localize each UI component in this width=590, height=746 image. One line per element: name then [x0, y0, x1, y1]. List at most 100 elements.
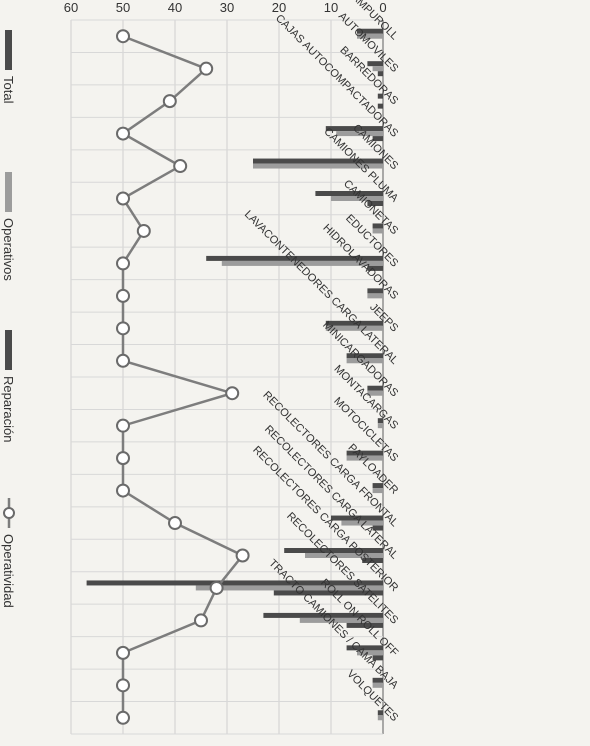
operatividad-point	[194, 613, 208, 628]
bar-operativos	[357, 650, 383, 656]
operatividad-series-line	[120, 35, 245, 718]
bar-operativos	[336, 131, 383, 137]
operatividad-point	[116, 645, 130, 660]
operatividad-line	[116, 29, 250, 725]
bar-total	[325, 320, 383, 326]
bar-operativos	[331, 196, 383, 201]
bar-operativos	[357, 33, 383, 39]
operatividad-point	[199, 61, 214, 76]
operatividad-point	[116, 29, 130, 44]
operatividad-point	[116, 483, 130, 498]
operatividad-point	[116, 126, 130, 141]
bar-operativos	[195, 585, 383, 591]
bar-operativos	[367, 293, 383, 299]
bar-total	[284, 548, 383, 553]
bar-total	[377, 418, 383, 424]
operatividad-point	[136, 223, 151, 238]
legend-reparacion-swatch	[5, 330, 12, 370]
y-tick-label: 0	[379, 0, 386, 15]
bar-operativos	[377, 715, 383, 721]
bar-operativos	[367, 390, 383, 396]
bar-total	[372, 483, 383, 489]
y-tick-label: 20	[272, 0, 286, 15]
bar-total	[86, 580, 383, 586]
bar-total	[367, 385, 383, 391]
bar-total	[346, 645, 383, 651]
operatividad-point	[162, 94, 177, 109]
bar-total	[367, 288, 383, 294]
bar-reparacion	[367, 265, 383, 271]
operatividad-point	[116, 678, 130, 693]
operatividad-point	[116, 418, 130, 433]
bar-total	[346, 353, 383, 359]
bar-operativos	[346, 358, 383, 364]
bar-reparacion	[372, 525, 383, 531]
operatividad-point	[235, 548, 250, 563]
legend-operatividad-label: Operatividad	[1, 534, 16, 608]
bar-reparacion	[362, 558, 383, 563]
operatividad-point	[116, 451, 130, 466]
bar-operativos	[325, 325, 383, 331]
bar-total	[377, 710, 383, 716]
bar-operativos	[299, 617, 383, 623]
bar-reparacion	[377, 103, 383, 109]
bar-operativos	[377, 423, 383, 429]
bar-total	[377, 93, 383, 99]
operatividad-point	[225, 386, 240, 401]
bar-reparacion	[346, 622, 383, 628]
bar-total	[372, 677, 383, 683]
legend-operativos-label: Operativos	[1, 218, 16, 281]
bar-operativos	[221, 260, 383, 266]
bar-total	[357, 28, 383, 34]
x-tick-label: BARREDORAS	[337, 44, 400, 107]
bar-operativos	[305, 553, 383, 558]
bar-total	[315, 191, 383, 196]
plot-area	[86, 28, 383, 721]
bar-operativos	[372, 488, 383, 494]
bar-reparacion	[377, 71, 383, 77]
legend-total-label: Total	[1, 76, 16, 104]
bar-total	[346, 450, 383, 456]
bar-operativos	[341, 520, 383, 526]
bar-reparacion	[372, 655, 383, 661]
bar-reparacion	[367, 201, 383, 206]
legend-operatividad: Operatividad	[1, 498, 16, 608]
operatividad-point	[173, 159, 188, 174]
operatividad-point	[116, 256, 130, 271]
bar-operativos	[372, 228, 383, 234]
bar-operativos	[372, 66, 383, 72]
bar-total	[253, 158, 383, 164]
bar-total	[206, 255, 383, 261]
operatividad-point	[116, 288, 130, 303]
y-tick-label: 50	[116, 0, 130, 15]
operatividad-point	[168, 516, 182, 531]
legend-reparacion: Reparación	[1, 330, 16, 443]
y-tick-labels: 0 10 20 30 40 50 60	[64, 0, 387, 15]
legend-operatividad-marker	[3, 507, 15, 519]
bar-reparacion	[372, 136, 383, 142]
legend-operativos-swatch	[5, 172, 12, 212]
operatividad-point	[209, 580, 224, 595]
legend-total-swatch	[5, 30, 12, 70]
bar-total	[331, 515, 383, 521]
legend-reparacion-label: Reparación	[1, 376, 16, 443]
bar-total	[372, 223, 383, 229]
bar-operativos	[346, 455, 383, 461]
y-tick-label: 60	[64, 0, 78, 15]
bar-total	[367, 61, 383, 67]
bar-total	[263, 612, 383, 618]
legend-total: Total	[1, 30, 16, 104]
legend-operativos: Operativos	[1, 172, 16, 281]
operatividad-point	[116, 321, 130, 336]
y-tick-label: 30	[220, 0, 234, 15]
operatividad-point	[116, 710, 130, 725]
y-tick-label: 40	[168, 0, 182, 15]
bar-operativos	[372, 682, 383, 688]
y-tick-label: 10	[324, 0, 338, 15]
bar-operativos	[253, 163, 383, 169]
legend: Total Operativos Reparación Operatividad	[1, 30, 16, 608]
bar-reparacion	[273, 590, 383, 596]
operatividad-point	[116, 353, 130, 368]
operatividad-point	[116, 191, 130, 206]
